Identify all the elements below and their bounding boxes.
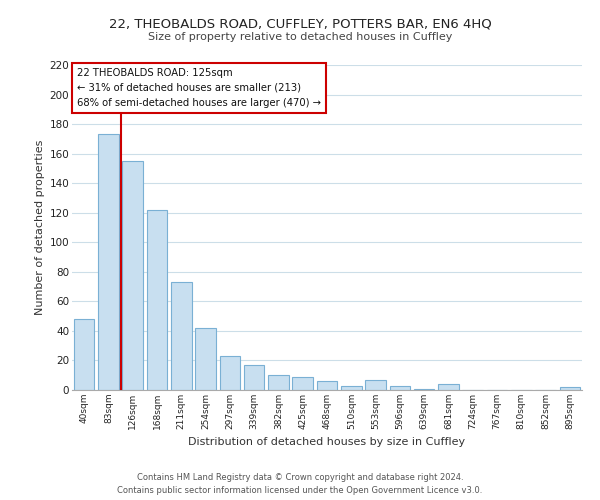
- Text: 22, THEOBALDS ROAD, CUFFLEY, POTTERS BAR, EN6 4HQ: 22, THEOBALDS ROAD, CUFFLEY, POTTERS BAR…: [109, 18, 491, 30]
- Bar: [220, 356, 240, 390]
- Bar: [98, 134, 119, 390]
- Bar: [341, 386, 362, 390]
- Bar: [438, 384, 459, 390]
- Text: Size of property relative to detached houses in Cuffley: Size of property relative to detached ho…: [148, 32, 452, 42]
- Bar: [317, 381, 337, 390]
- Bar: [389, 386, 410, 390]
- X-axis label: Distribution of detached houses by size in Cuffley: Distribution of detached houses by size …: [188, 438, 466, 448]
- Bar: [74, 319, 94, 390]
- Bar: [244, 365, 265, 390]
- Bar: [122, 161, 143, 390]
- Bar: [292, 376, 313, 390]
- Bar: [171, 282, 191, 390]
- Bar: [560, 387, 580, 390]
- Y-axis label: Number of detached properties: Number of detached properties: [35, 140, 46, 315]
- Bar: [146, 210, 167, 390]
- Bar: [195, 328, 216, 390]
- Bar: [365, 380, 386, 390]
- Text: 22 THEOBALDS ROAD: 125sqm
← 31% of detached houses are smaller (213)
68% of semi: 22 THEOBALDS ROAD: 125sqm ← 31% of detac…: [77, 68, 321, 108]
- Text: Contains HM Land Registry data © Crown copyright and database right 2024.
Contai: Contains HM Land Registry data © Crown c…: [118, 474, 482, 495]
- Bar: [414, 388, 434, 390]
- Bar: [268, 375, 289, 390]
